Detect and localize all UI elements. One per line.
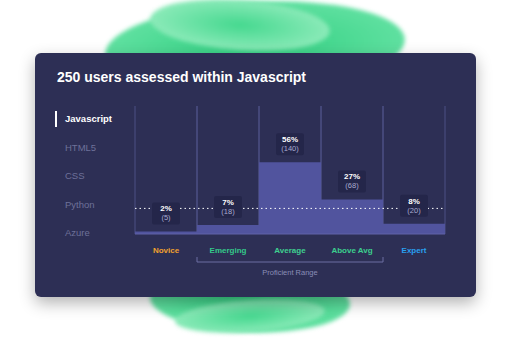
html-text:Azure: Azure — [65, 227, 90, 238]
svg-text:Above Avg: Above Avg — [331, 246, 372, 255]
svg-text:Novice: Novice — [153, 246, 180, 255]
svg-text:(18): (18) — [221, 207, 235, 216]
html-text:CSS: CSS — [65, 170, 85, 181]
svg-text:7%: 7% — [222, 198, 234, 207]
svg-text:56%: 56% — [282, 135, 298, 144]
html-text:Python: Python — [65, 198, 95, 210]
svg-text:Proficient Range: Proficient Range — [262, 268, 317, 277]
svg-text:27%: 27% — [344, 172, 360, 181]
svg-text:2%: 2% — [160, 204, 172, 213]
html-text:Javascript: Javascript — [65, 113, 112, 124]
html-text:250 users assessed within Java: 250 users assessed within Javascript — [57, 69, 306, 85]
html-text:HTML5: HTML5 — [65, 141, 97, 153]
svg-text:Emerging: Emerging — [210, 246, 247, 255]
svg-text:(140): (140) — [281, 144, 299, 153]
svg-text:Average: Average — [274, 246, 306, 255]
svg-text:(5): (5) — [161, 213, 171, 222]
svg-text:Expert: Expert — [402, 246, 427, 255]
svg-text:(68): (68) — [345, 181, 359, 190]
svg-text:(20): (20) — [407, 206, 421, 215]
svg-text:8%: 8% — [408, 197, 420, 206]
